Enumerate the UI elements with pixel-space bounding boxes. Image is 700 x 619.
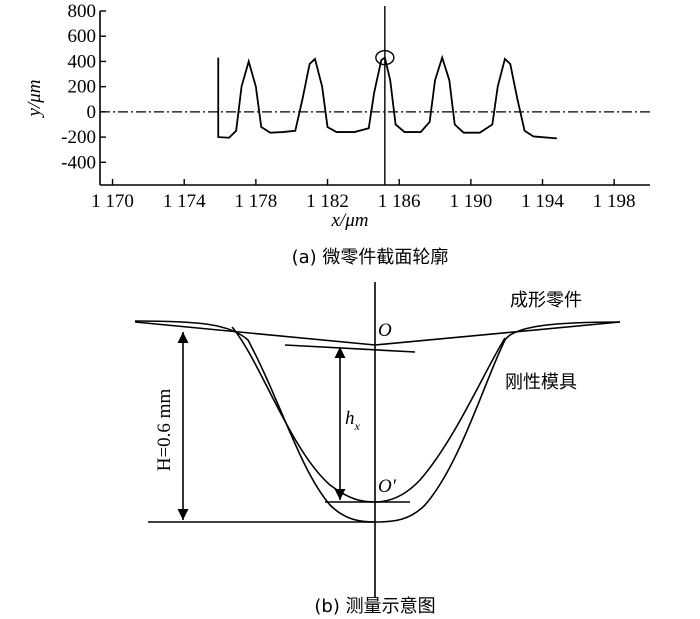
highlight-circle bbox=[375, 49, 395, 66]
caption-a: (a) 微零件截面轮廓 bbox=[292, 247, 449, 268]
x-tick-label: 1 182 bbox=[306, 191, 349, 212]
hx-sub: x bbox=[354, 419, 361, 433]
mold-label: 刚性模具 bbox=[505, 372, 577, 393]
x-tick-label: 1 178 bbox=[234, 191, 277, 212]
line-series bbox=[217, 54, 557, 140]
o-label: O bbox=[378, 320, 392, 341]
hx-label: hx bbox=[345, 408, 361, 433]
y-tick-label: -400 bbox=[61, 152, 96, 173]
chart: -400 -200 0 200 400 600 800 1 170 1 174 1 178 1 18… bbox=[61, 1, 650, 212]
y-axis-label: y/μm bbox=[24, 80, 45, 119]
x-tick-label: 1 170 bbox=[91, 191, 134, 212]
part-label: 成形零件 bbox=[510, 290, 582, 311]
y-tick-label: 400 bbox=[68, 51, 97, 72]
x-tick-label: 1 194 bbox=[521, 191, 564, 212]
mold-curve bbox=[134, 320, 621, 523]
o2-label: O′ bbox=[378, 476, 397, 497]
y-tick-label: 200 bbox=[68, 77, 97, 98]
y-tick-label: -200 bbox=[61, 127, 96, 148]
caption-b: (b) 测量示意图 bbox=[314, 596, 435, 617]
y-tick-label: 800 bbox=[68, 1, 97, 22]
reference-line bbox=[134, 321, 621, 346]
x-tick-label: 1 186 bbox=[378, 191, 421, 212]
y-tick-label: 600 bbox=[68, 26, 97, 47]
o-line bbox=[284, 344, 416, 353]
x-tick-label: 1 190 bbox=[449, 191, 492, 212]
x-tick-label: 1 198 bbox=[593, 191, 636, 212]
diagram bbox=[134, 282, 621, 598]
hx-main: h bbox=[345, 408, 355, 429]
h-label: H=0.6 mm bbox=[154, 389, 175, 472]
x-tick-label: 1 174 bbox=[163, 191, 206, 212]
y-tick-label: 0 bbox=[87, 102, 97, 123]
part-curve bbox=[231, 326, 506, 503]
x-axis-label: x/μm bbox=[331, 210, 369, 231]
